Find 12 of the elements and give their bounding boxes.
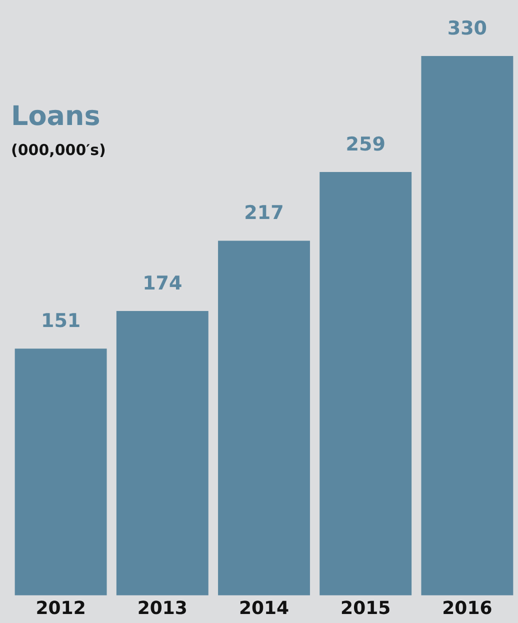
data-label: 330 [447, 17, 488, 40]
data-label: 174 [142, 272, 182, 294]
x-tick-label: 2015 [340, 598, 391, 619]
x-tick-label: 2014 [238, 598, 290, 619]
data-label: 259 [346, 133, 386, 156]
data-label: 151 [40, 310, 81, 332]
text: (000,000′s) [11, 141, 106, 159]
text: Loans [11, 101, 100, 132]
x-tick-label: 2016 [442, 598, 492, 619]
x-tick-label: 2013 [137, 598, 188, 619]
data-label: 217 [244, 202, 284, 224]
x-tick-label: 2012 [36, 598, 86, 619]
